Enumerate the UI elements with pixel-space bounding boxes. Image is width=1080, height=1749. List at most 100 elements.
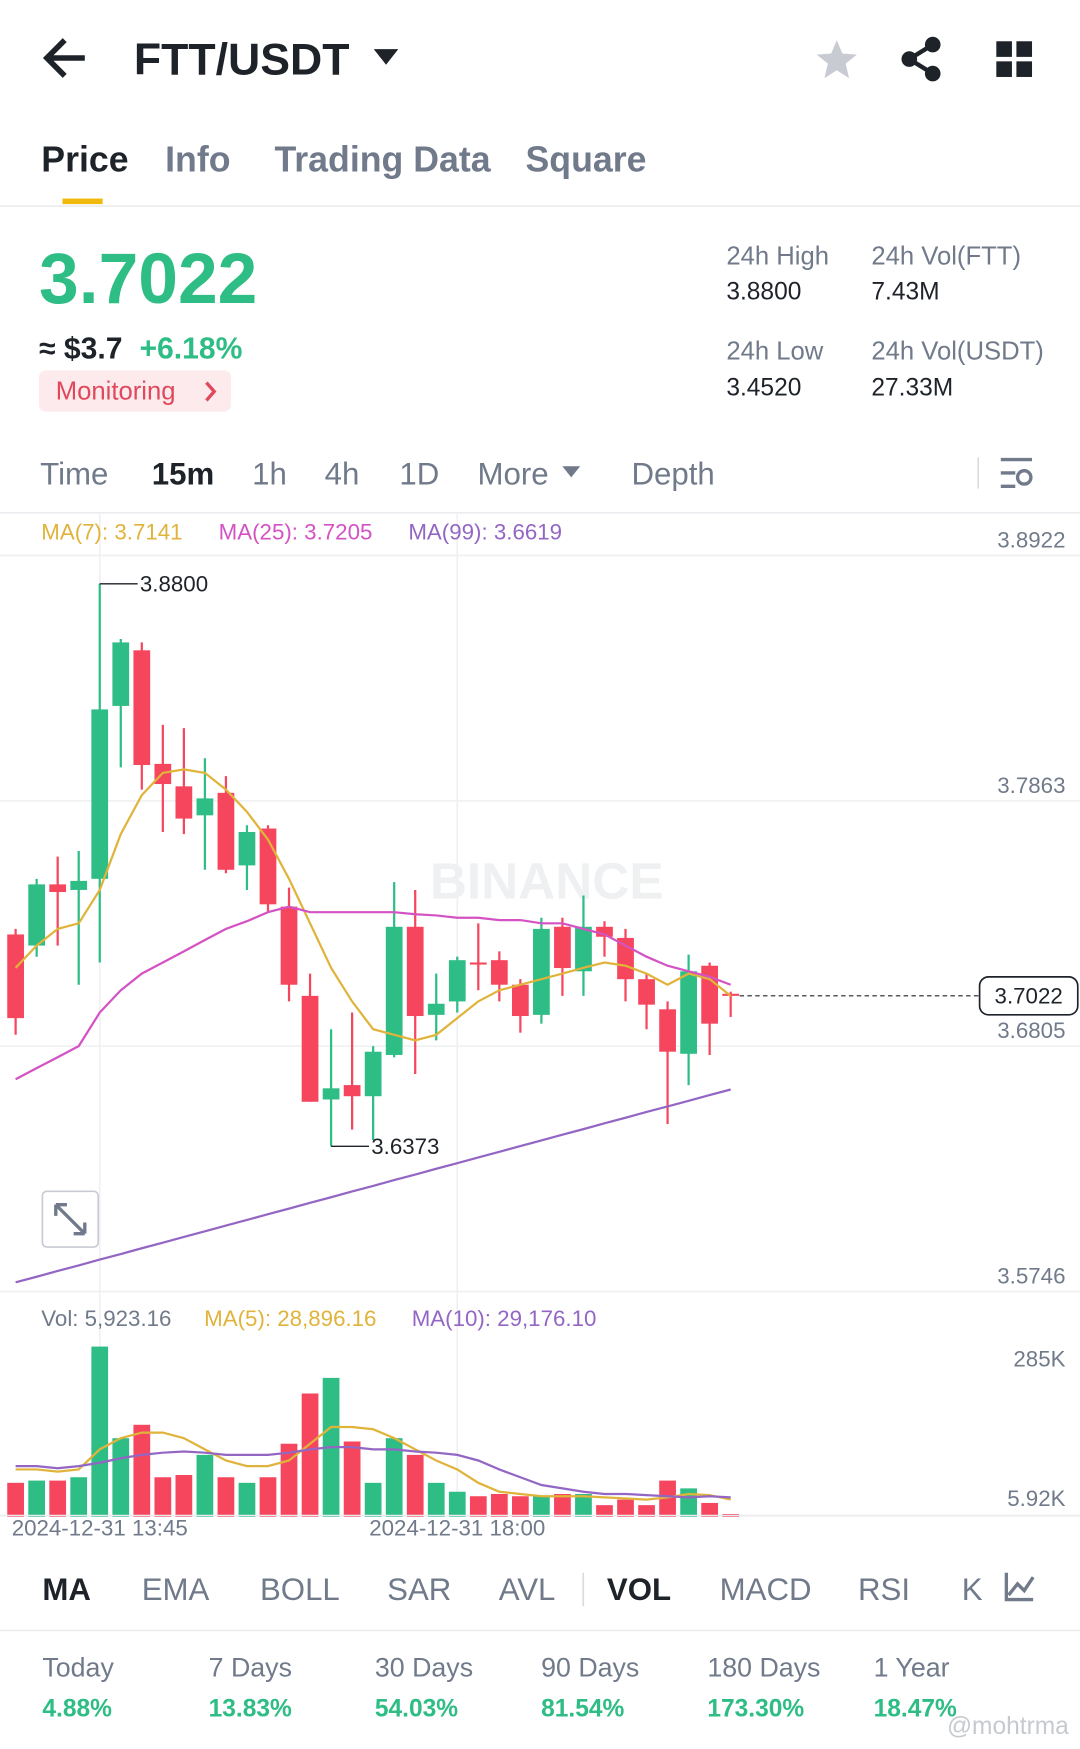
- favorite-icon[interactable]: [816, 40, 857, 79]
- indicator[interactable]: MACD: [720, 1572, 812, 1607]
- monitoring-badge[interactable]: [39, 370, 231, 412]
- interval[interactable]: 15m: [152, 457, 214, 492]
- volume-tick-label: 5.92K: [1007, 1486, 1065, 1511]
- volume-bar: [238, 1482, 256, 1517]
- low-marker-label: 3.6373: [371, 1134, 439, 1159]
- candle-body: [575, 926, 592, 972]
- candle-body: [301, 995, 319, 1102]
- candle-body: [406, 926, 424, 1017]
- candle-body: [238, 832, 256, 866]
- volume-bar: [217, 1477, 235, 1517]
- performance-value: 173.30%: [707, 1695, 804, 1722]
- high-marker-label: 3.8800: [140, 571, 208, 596]
- chart-watermark: BINANCE: [430, 853, 664, 910]
- last-price-tag-text: 3.7022: [995, 983, 1063, 1008]
- indicator[interactable]: RSI: [858, 1572, 910, 1607]
- volume-bar: [7, 1482, 24, 1517]
- volume-bar: [91, 1346, 109, 1517]
- share-icon[interactable]: [901, 36, 941, 82]
- candle-body: [28, 884, 46, 946]
- divider: [0, 205, 1080, 207]
- interval[interactable]: Time: [40, 457, 108, 492]
- ma-legend: MA(7): 3.7141: [41, 520, 182, 545]
- indicator[interactable]: EMA: [142, 1572, 210, 1607]
- candle-body: [385, 926, 403, 1055]
- volume-bar: [701, 1502, 719, 1517]
- indicator[interactable]: VOL: [607, 1572, 671, 1607]
- more-dropdown[interactable]: [562, 466, 581, 478]
- ma-line: [14, 768, 732, 1042]
- badge-text[interactable]: Monitoring: [56, 378, 176, 406]
- candle-body: [175, 786, 193, 819]
- tab[interactable]: Trading Data: [274, 140, 491, 180]
- chart-settings-icon[interactable]: [1000, 457, 1033, 489]
- volume-ma-legend: MA(10): 29,176.10: [412, 1306, 597, 1331]
- interval[interactable]: Depth: [631, 457, 714, 492]
- volume-bar: [406, 1454, 424, 1517]
- ma-legend: MA(25): 3.7205: [219, 520, 373, 545]
- candle-body: [49, 884, 67, 893]
- volume-bar: [638, 1505, 655, 1517]
- candle-body: [91, 709, 109, 879]
- volume-bar: [175, 1474, 193, 1517]
- interval[interactable]: More: [478, 457, 549, 492]
- candle-body: [511, 984, 529, 1017]
- back-button[interactable]: [42, 38, 85, 78]
- candle-body: [322, 1088, 340, 1100]
- stat-value: 3.4520: [726, 375, 801, 402]
- candle-body: [343, 1085, 361, 1097]
- candle-body: [469, 962, 487, 965]
- price-change: +6.18%: [139, 333, 242, 366]
- tab[interactable]: Info: [165, 140, 230, 180]
- interval[interactable]: 1h: [252, 457, 287, 492]
- indicator[interactable]: AVL: [499, 1572, 556, 1607]
- divider: [0, 1514, 1080, 1517]
- performance-label: Today: [42, 1653, 114, 1683]
- interval[interactable]: 4h: [325, 457, 360, 492]
- stat-label: 24h Vol(USDT): [871, 337, 1043, 365]
- volume-bar: [385, 1438, 403, 1517]
- volume-bar: [70, 1477, 88, 1517]
- candle-body: [533, 928, 550, 1015]
- volume-bar: [49, 1480, 67, 1517]
- x-tick-label: 2024-12-31 13:45: [12, 1516, 188, 1541]
- volume-legend: Vol: 5,923.16: [41, 1306, 171, 1331]
- candle-body: [112, 642, 130, 706]
- performance-label: 1 Year: [874, 1653, 950, 1683]
- watermark: @mohtrma: [947, 1713, 1069, 1740]
- performance-value: 4.88%: [42, 1695, 112, 1722]
- indicator[interactable]: MA: [42, 1572, 91, 1607]
- tab-indicator: [62, 198, 103, 205]
- last-price: 3.7022: [39, 239, 257, 319]
- y-tick-label: 3.8922: [997, 527, 1065, 552]
- tab[interactable]: Square: [525, 140, 646, 180]
- tab[interactable]: Price: [41, 140, 128, 180]
- volume-bar: [469, 1496, 487, 1517]
- indicator[interactable]: BOLL: [260, 1572, 340, 1607]
- volume-bar: [154, 1477, 172, 1517]
- volume-bar: [301, 1393, 319, 1517]
- volume-bar: [533, 1496, 550, 1517]
- performance-value: 13.83%: [209, 1695, 292, 1722]
- indicator[interactable]: SAR: [387, 1572, 451, 1607]
- volume-bar: [490, 1493, 508, 1517]
- divider: [0, 511, 1080, 514]
- candle-body: [659, 1009, 676, 1052]
- last-price-tag: [978, 976, 1079, 1016]
- layout-icon[interactable]: [996, 41, 1033, 77]
- volume-bar: [575, 1493, 592, 1517]
- indicator-settings-icon[interactable]: [1004, 1572, 1035, 1602]
- pair-title[interactable]: FTT/USDT: [134, 36, 350, 85]
- divider: [0, 1629, 1080, 1632]
- interval[interactable]: 1D: [399, 457, 439, 492]
- volume-bar: [680, 1488, 697, 1517]
- stat-label: 24h High: [726, 243, 829, 271]
- stat-value: 3.8800: [726, 279, 801, 306]
- x-tick-label: 2024-12-31 18:00: [369, 1516, 545, 1541]
- stat-value: 27.33M: [871, 375, 953, 402]
- pair-dropdown[interactable]: [373, 49, 399, 65]
- candle-body: [196, 798, 214, 816]
- candle-body: [448, 960, 466, 1002]
